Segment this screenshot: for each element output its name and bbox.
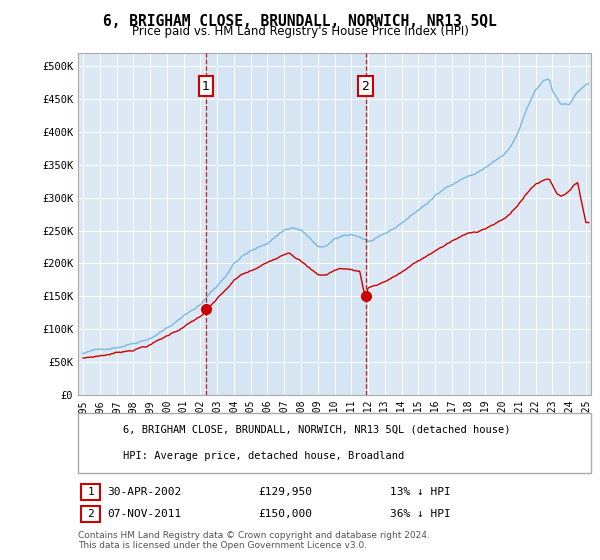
Text: £129,950: £129,950: [258, 487, 312, 497]
Text: HPI: Average price, detached house, Broadland: HPI: Average price, detached house, Broa…: [123, 451, 404, 461]
Text: 6, BRIGHAM CLOSE, BRUNDALL, NORWICH, NR13 5QL: 6, BRIGHAM CLOSE, BRUNDALL, NORWICH, NR1…: [103, 14, 497, 29]
Text: 2: 2: [362, 80, 370, 92]
Text: 6, BRIGHAM CLOSE, BRUNDALL, NORWICH, NR13 5QL (detached house): 6, BRIGHAM CLOSE, BRUNDALL, NORWICH, NR1…: [123, 424, 511, 435]
Text: 13% ↓ HPI: 13% ↓ HPI: [390, 487, 451, 497]
Text: 07-NOV-2011: 07-NOV-2011: [107, 509, 181, 519]
Text: 30-APR-2002: 30-APR-2002: [107, 487, 181, 497]
Text: 36% ↓ HPI: 36% ↓ HPI: [390, 509, 451, 519]
Bar: [206, 53, 365, 395]
Text: £150,000: £150,000: [258, 509, 312, 519]
Text: Price paid vs. HM Land Registry's House Price Index (HPI): Price paid vs. HM Land Registry's House …: [131, 25, 469, 38]
Text: 2: 2: [87, 509, 94, 519]
Text: 1: 1: [202, 80, 210, 92]
Text: Contains HM Land Registry data © Crown copyright and database right 2024.
This d: Contains HM Land Registry data © Crown c…: [78, 530, 430, 550]
Text: 1: 1: [87, 487, 94, 497]
